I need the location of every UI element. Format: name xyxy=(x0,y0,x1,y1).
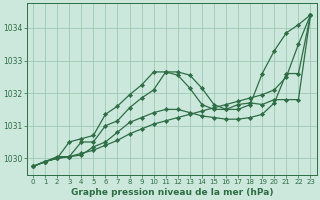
X-axis label: Graphe pression niveau de la mer (hPa): Graphe pression niveau de la mer (hPa) xyxy=(70,188,273,197)
